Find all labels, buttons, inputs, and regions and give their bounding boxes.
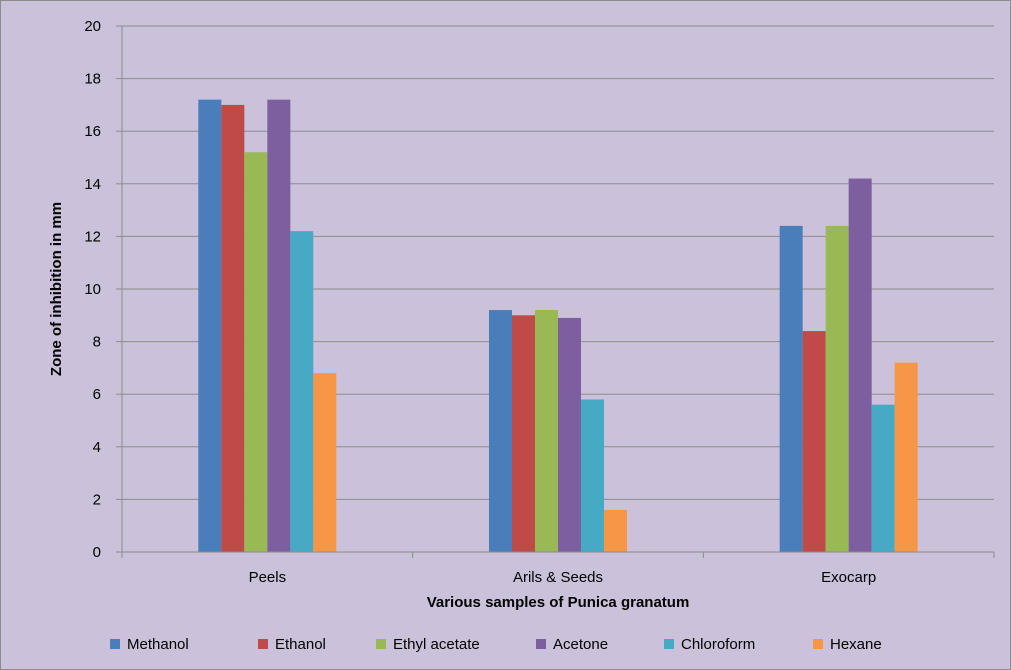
bar xyxy=(290,231,314,552)
bar xyxy=(848,178,872,553)
bar xyxy=(825,225,849,552)
legend-label: Hexane xyxy=(830,636,882,653)
legend-swatch xyxy=(813,639,823,649)
y-tick-label: 14 xyxy=(84,176,101,193)
bar xyxy=(244,152,268,553)
bar xyxy=(267,99,291,552)
y-tick-label: 18 xyxy=(84,71,101,88)
bar xyxy=(512,315,535,552)
legend-swatch xyxy=(258,639,268,649)
bar xyxy=(489,310,512,552)
bar xyxy=(221,104,245,553)
legend: Methanol Ethanol Ethyl acetate Acetone Chlor… xyxy=(110,636,882,653)
legend-label: Methanol xyxy=(127,636,189,653)
bar xyxy=(198,99,222,552)
legend-swatch xyxy=(110,639,120,649)
bars xyxy=(198,99,918,553)
bar xyxy=(894,362,918,552)
x-category-label: Arils & Seeds xyxy=(513,569,603,586)
y-tick-label: 20 xyxy=(84,18,101,35)
legend-swatch xyxy=(664,639,674,649)
tick-labels: 0 2 4 6 8 10 12 14 16 18 20 Peels Arils & Seeds Exoca… xyxy=(84,18,876,586)
bar xyxy=(535,310,558,552)
legend-swatch xyxy=(376,639,386,649)
y-tick-label: 10 xyxy=(84,281,101,298)
y-tick-label: 6 xyxy=(93,386,101,403)
bar xyxy=(871,404,895,552)
y-tick-label: 8 xyxy=(93,334,101,351)
bar xyxy=(779,225,803,552)
y-tick-label: 16 xyxy=(84,123,101,140)
x-category-label: Exocarp xyxy=(821,569,876,586)
bar xyxy=(604,509,627,552)
y-tick-label: 2 xyxy=(93,491,101,508)
x-category-label: Peels xyxy=(249,569,287,586)
y-axis-title: Zone of inhibition in mm xyxy=(48,202,65,376)
y-tick-label: 0 xyxy=(93,544,101,561)
bar xyxy=(558,317,581,552)
y-tick-label: 4 xyxy=(93,439,101,456)
legend-label: Ethyl acetate xyxy=(393,636,480,653)
legend-label: Chloroform xyxy=(681,636,755,653)
legend-label: Ethanol xyxy=(275,636,326,653)
axes xyxy=(116,25,995,558)
legend-swatch xyxy=(536,639,546,649)
bar xyxy=(581,399,604,552)
x-axis-title: Various samples of Punica granatum xyxy=(427,594,690,611)
bar xyxy=(802,331,826,552)
y-tick-label: 12 xyxy=(84,228,101,245)
legend-label: Acetone xyxy=(553,636,608,653)
bar xyxy=(313,373,337,552)
